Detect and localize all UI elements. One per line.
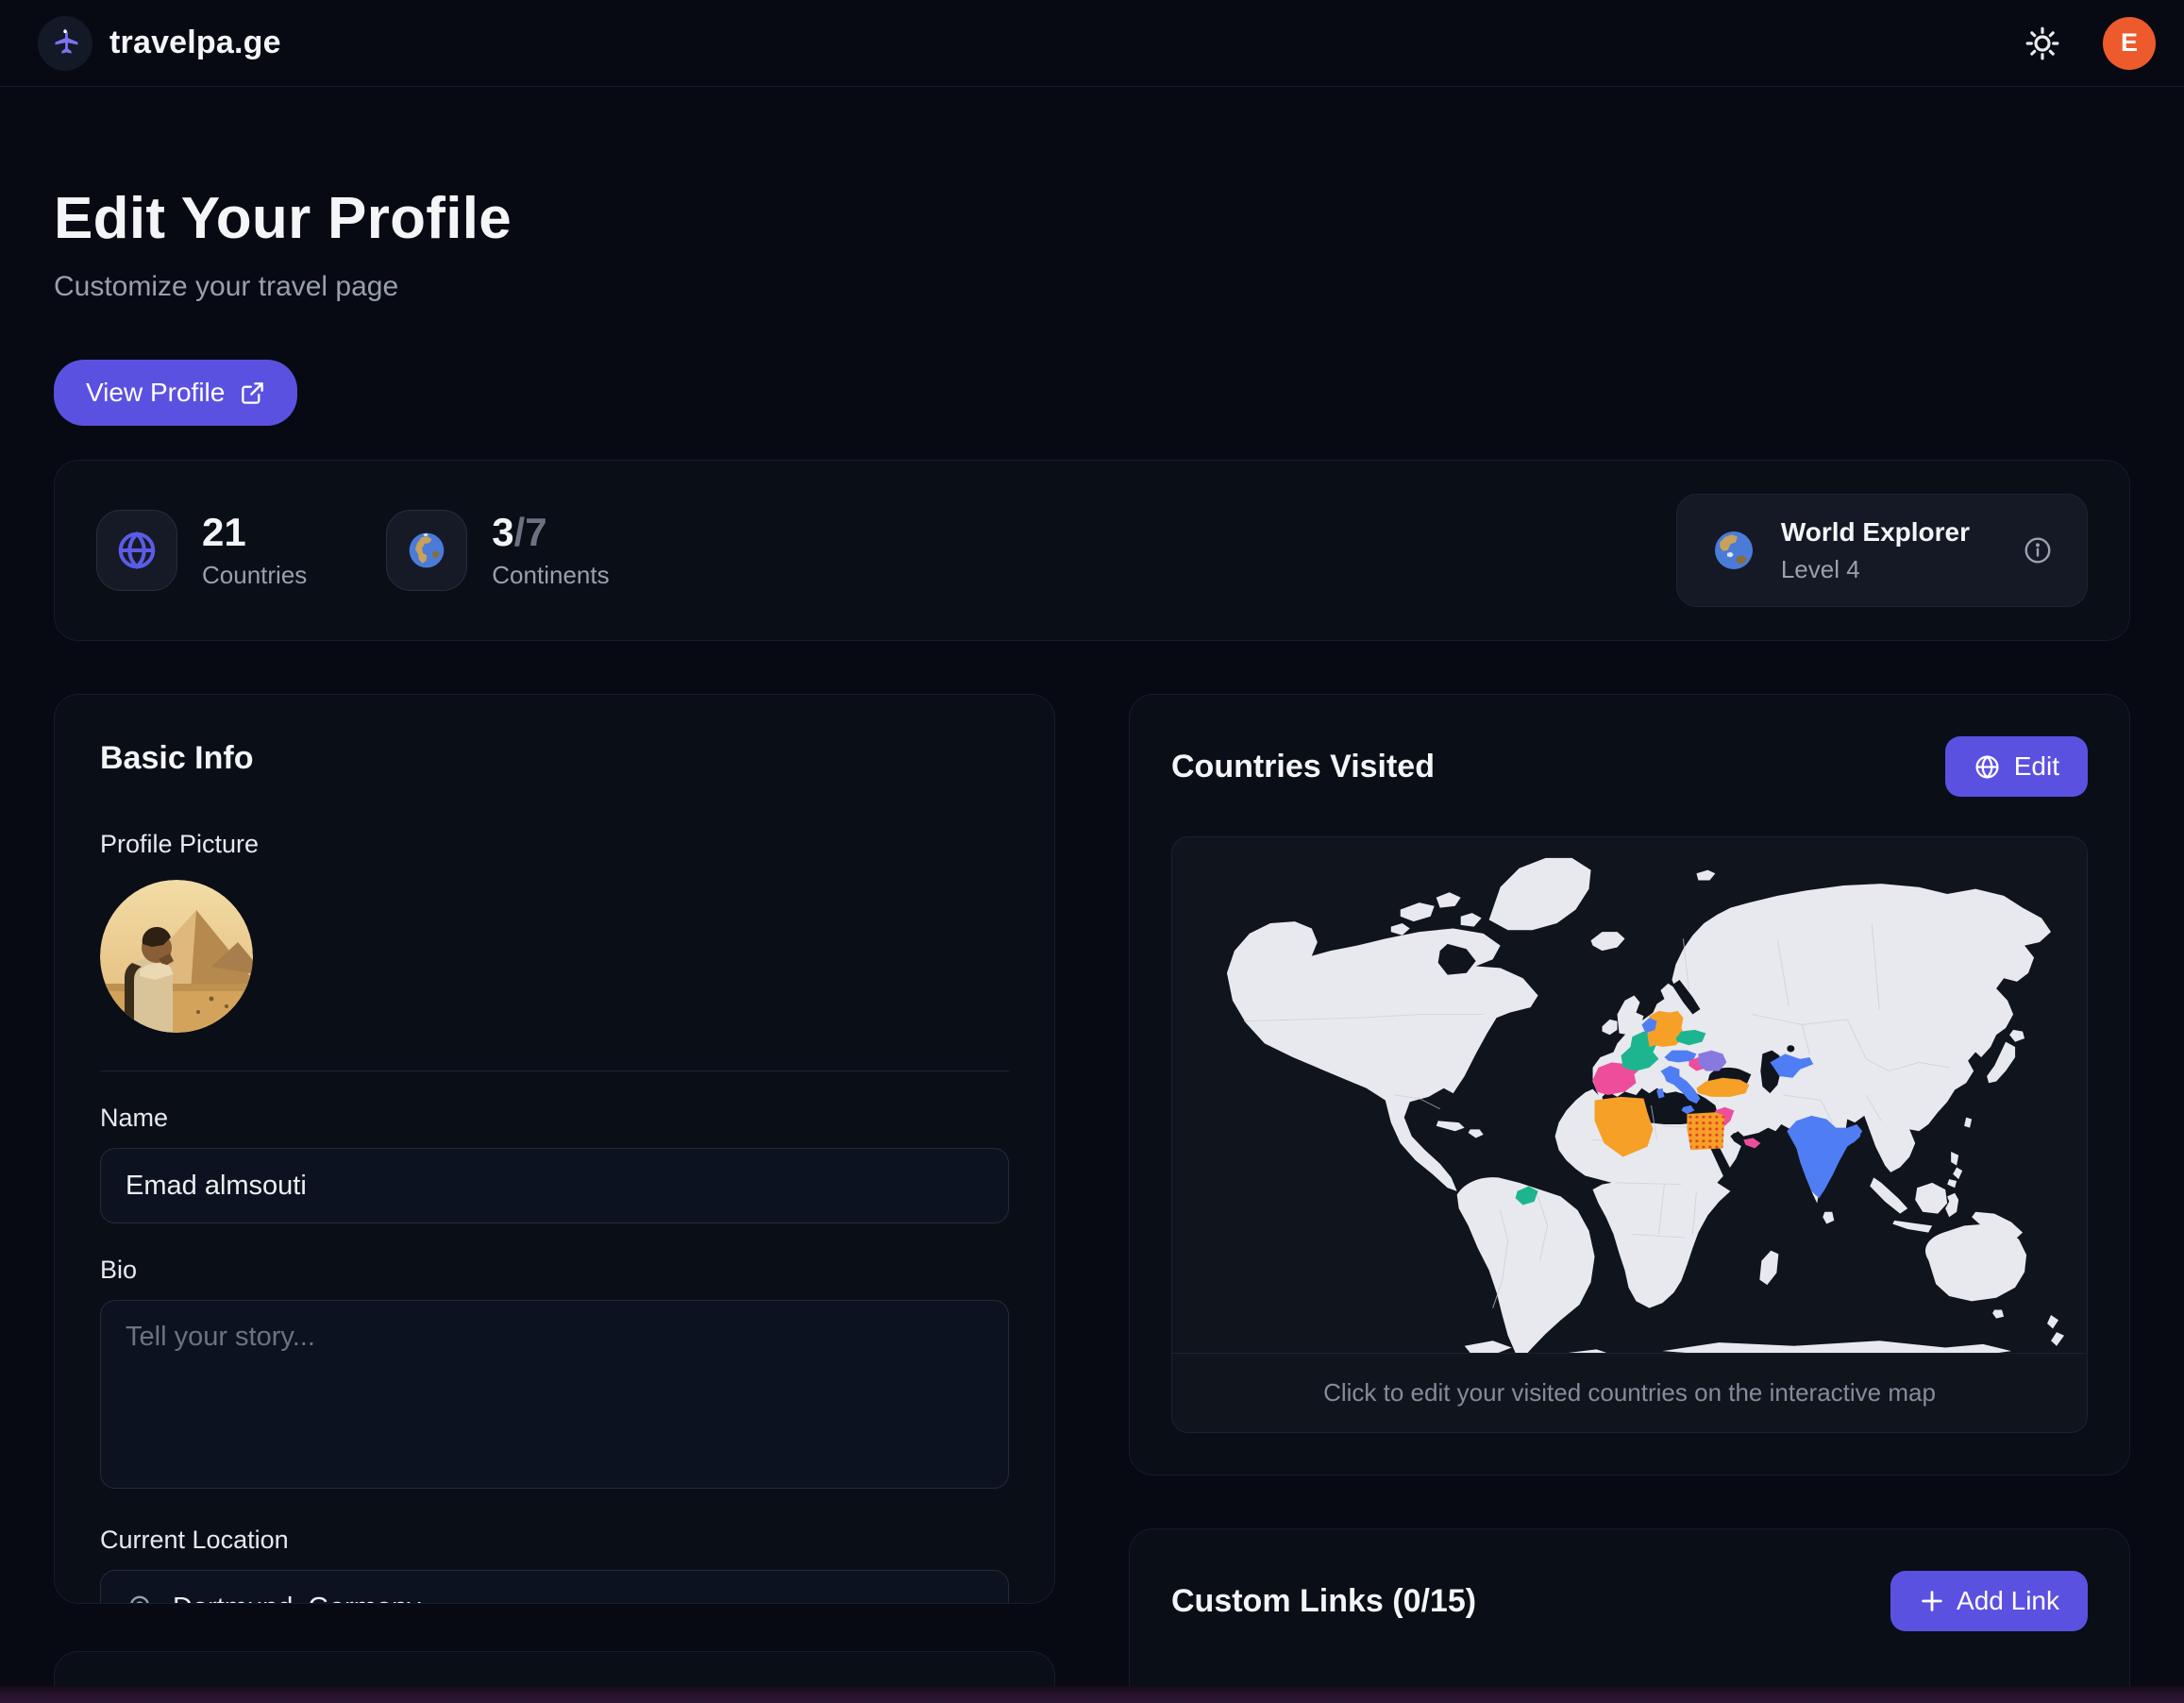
location-input-wrap: [100, 1570, 1009, 1603]
map-pin-icon: [126, 1593, 154, 1603]
countries-visited-title: Countries Visited: [1171, 748, 1435, 784]
stats-bar: 21 Countries 3/7 Cont: [54, 460, 2130, 641]
country-india[interactable]: [1787, 1115, 1863, 1199]
location-label: Current Location: [100, 1526, 289, 1554]
countries-visited-card: Countries Visited Edit: [1129, 694, 2130, 1475]
profile-picture-label: Profile Picture: [100, 830, 260, 858]
country-algeria[interactable]: [1594, 1096, 1654, 1157]
location-input[interactable]: [173, 1592, 983, 1603]
country-czechia[interactable]: [1675, 1029, 1706, 1046]
map-visited-countries: [1515, 1010, 1863, 1206]
theme-toggle-button[interactable]: [2024, 25, 2061, 62]
world-map-container: Click to edit your visited countries on …: [1171, 836, 2088, 1433]
view-profile-button[interactable]: View Profile: [54, 360, 298, 426]
page-title: Edit Your Profile: [54, 186, 512, 251]
basic-info-title: Basic Info: [100, 740, 254, 776]
custom-links-title: Custom Links (0/15): [1171, 1582, 1477, 1619]
countries-count: 21: [202, 510, 246, 555]
bottom-gradient-strip: [0, 1686, 2184, 1703]
map-caption: Click to edit your visited countries on …: [1172, 1353, 2087, 1432]
country-italy[interactable]: [1660, 1066, 1701, 1104]
continents-label: Continents: [492, 560, 610, 589]
country-bangladesh[interactable]: [1847, 1127, 1861, 1143]
world-map[interactable]: [1172, 837, 2087, 1353]
countries-label: Countries: [202, 560, 308, 589]
sun-icon: [2024, 25, 2061, 62]
page-subtitle: Customize your travel page: [54, 271, 399, 302]
plus-icon: [1919, 1588, 1945, 1614]
add-link-button[interactable]: Add Link: [1890, 1571, 2088, 1631]
bio-textarea[interactable]: [100, 1300, 1009, 1489]
right-column: Countries Visited Edit: [1129, 694, 2130, 1703]
stat-countries: 21 Countries: [96, 510, 307, 591]
bio-label: Bio: [100, 1256, 138, 1284]
badge-level: Level 4: [1780, 554, 1860, 583]
info-icon[interactable]: [2023, 535, 2053, 565]
world-explorer-badge: World Explorer Level 4: [1675, 494, 2088, 607]
country-guyana[interactable]: [1515, 1186, 1538, 1206]
continents-count: 3/7: [492, 510, 547, 555]
left-column: Basic Info Profile Picture: [54, 694, 1055, 1703]
map-borders: [1243, 922, 1950, 1308]
external-link-icon: [240, 380, 265, 406]
stat-continents: 3/7 Continents: [386, 510, 610, 591]
country-netherlands[interactable]: [1641, 1018, 1657, 1034]
country-qatar-uae[interactable]: [1743, 1138, 1761, 1149]
brand-title: travelpa.ge: [109, 25, 281, 60]
country-italy-sicily[interactable]: [1681, 1104, 1695, 1115]
badge-title: World Explorer: [1780, 516, 1970, 547]
top-nav: travelpa.ge E: [0, 0, 2184, 87]
user-avatar[interactable]: E: [2103, 16, 2156, 70]
basic-info-card: Basic Info Profile Picture: [54, 694, 1055, 1604]
country-germany[interactable]: [1647, 1010, 1686, 1048]
country-austria[interactable]: [1664, 1050, 1697, 1063]
profile-picture[interactable]: [100, 880, 253, 1033]
name-label: Name: [100, 1104, 169, 1132]
brand-logo[interactable]: [38, 15, 92, 71]
earth-globe-asia-australia-icon: [1711, 528, 1756, 573]
edit-countries-button[interactable]: Edit: [1944, 736, 2088, 797]
globe-icon: [96, 510, 177, 591]
globe-icon: [1974, 753, 2001, 781]
plane-icon: [48, 26, 82, 60]
country-uzbekistan[interactable]: [1770, 1054, 1814, 1078]
custom-links-card: Custom Links (0/15) Add Link: [1129, 1528, 2130, 1703]
name-input[interactable]: [100, 1148, 1009, 1223]
earth-globe-europe-africa-icon: [386, 510, 468, 591]
country-egypt[interactable]: [1687, 1112, 1725, 1151]
country-turkey[interactable]: [1696, 1077, 1750, 1097]
country-italy-sardinia[interactable]: [1656, 1088, 1665, 1099]
country-romania[interactable]: [1698, 1050, 1727, 1071]
